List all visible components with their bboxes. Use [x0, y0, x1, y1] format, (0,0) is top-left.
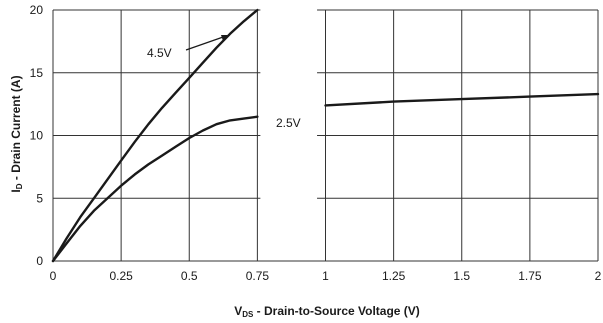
- x-tick-label: 0.5: [181, 269, 198, 283]
- x-tick-label: 1.25: [382, 269, 406, 283]
- x-axis-title-rest: - Drain-to-Source Voltage (V): [253, 304, 419, 318]
- x-axis-title-subscript: DS: [242, 310, 254, 319]
- series-line-2-5v-segment-1: [51, 115, 259, 263]
- series-line-4-5v: [51, 8, 259, 263]
- series-lines: [51, 8, 600, 263]
- y-axis-title-subscript: D: [15, 183, 24, 189]
- series-label-4-5v-pointer: [185, 35, 227, 51]
- x-tick-label: 0.75: [246, 269, 270, 283]
- series-label-2-5v: 2.5V: [276, 116, 301, 130]
- y-axis-title-rest: - Drain Current (A): [9, 75, 23, 183]
- y-axis-title: ID - Drain Current (A): [9, 75, 24, 192]
- x-tick-label: 0.25: [109, 269, 133, 283]
- series-label-4-5v: 4.5V: [147, 46, 172, 60]
- x-tick-label: 1: [322, 269, 329, 283]
- x-tick-label: 1.5: [453, 269, 470, 283]
- y-axis-title-main: I: [9, 189, 23, 192]
- grid: [52, 9, 599, 262]
- x-axis-title-main: V: [234, 304, 242, 318]
- y-tick-label: 5: [36, 191, 43, 205]
- y-tick-label: 0: [36, 254, 43, 268]
- y-tick-label: 15: [30, 66, 44, 80]
- x-axis-title: VDS - Drain-to-Source Voltage (V): [234, 304, 420, 319]
- x-tick-label: 0: [50, 269, 57, 283]
- series-line-2-5v-segment-2: [324, 92, 600, 107]
- y-tick-label: 10: [30, 129, 44, 143]
- y-tick-label: 20: [30, 3, 44, 17]
- x-tick-label: 2: [595, 269, 602, 283]
- x-tick-label: 1.75: [518, 269, 542, 283]
- series-label-4-5v-pointer-arrowhead: [221, 35, 230, 41]
